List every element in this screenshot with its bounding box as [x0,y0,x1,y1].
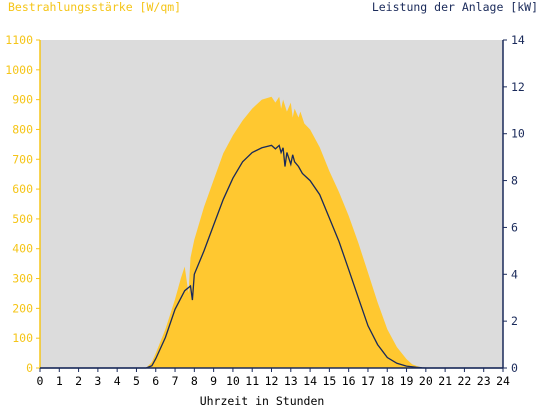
x-tick-label: 17 [361,374,375,388]
x-tick-label: 15 [322,374,336,388]
x-tick-label: 4 [114,374,121,388]
left-tick-label: 600 [12,182,33,196]
right-tick-label: 10 [511,127,525,141]
x-tick-label: 12 [265,374,279,388]
x-tick-label: 20 [419,374,433,388]
left-axis-title: Bestrahlungsstärke [W/qm] [8,0,181,14]
x-tick-label: 18 [380,374,394,388]
x-tick-label: 7 [172,374,179,388]
x-tick-label: 24 [496,374,510,388]
left-tick-label: 400 [12,242,33,256]
right-tick-label: 14 [511,33,525,47]
right-tick-label: 4 [511,267,518,281]
x-tick-label: 11 [245,374,259,388]
x-tick-label: 9 [210,374,217,388]
left-tick-label: 900 [12,93,33,107]
left-tick-label: 800 [12,122,33,136]
x-tick-label: 13 [284,374,298,388]
right-axis-title: Leistung der Anlage [kW] [372,0,538,14]
left-tick-label: 1100 [5,33,33,47]
x-tick-label: 8 [191,374,198,388]
irradiance-area [40,96,503,368]
right-tick-label: 6 [511,220,518,234]
x-tick-label: 23 [477,374,491,388]
left-tick-label: 0 [26,361,33,375]
x-tick-label: 19 [400,374,414,388]
series-layer [40,96,503,369]
x-tick-label: 0 [37,374,44,388]
x-tick-label: 10 [226,374,240,388]
power-line [40,144,503,369]
x-tick-label: 22 [457,374,471,388]
x-tick-label: 3 [94,374,101,388]
x-tick-label: 16 [342,374,356,388]
x-tick-label: 6 [152,374,159,388]
x-tick-label: 21 [438,374,452,388]
x-tick-label: 1 [56,374,63,388]
left-tick-label: 700 [12,152,33,166]
left-tick-label: 100 [12,331,33,345]
left-tick-label: 200 [12,301,33,315]
left-tick-label: 500 [12,212,33,226]
right-tick-label: 0 [511,361,518,375]
x-tick-label: 14 [303,374,317,388]
x-axis-title: Uhrzeit in Stunden [200,394,325,408]
x-tick-label: 2 [75,374,82,388]
left-tick-label: 1000 [5,63,33,77]
right-tick-label: 12 [511,80,525,94]
left-tick-label: 300 [12,272,33,286]
right-tick-label: 8 [511,174,518,188]
axis-layer: 0100200300400500600700800900100011000246… [5,33,525,388]
right-tick-label: 2 [511,314,518,328]
x-tick-label: 5 [133,374,140,388]
